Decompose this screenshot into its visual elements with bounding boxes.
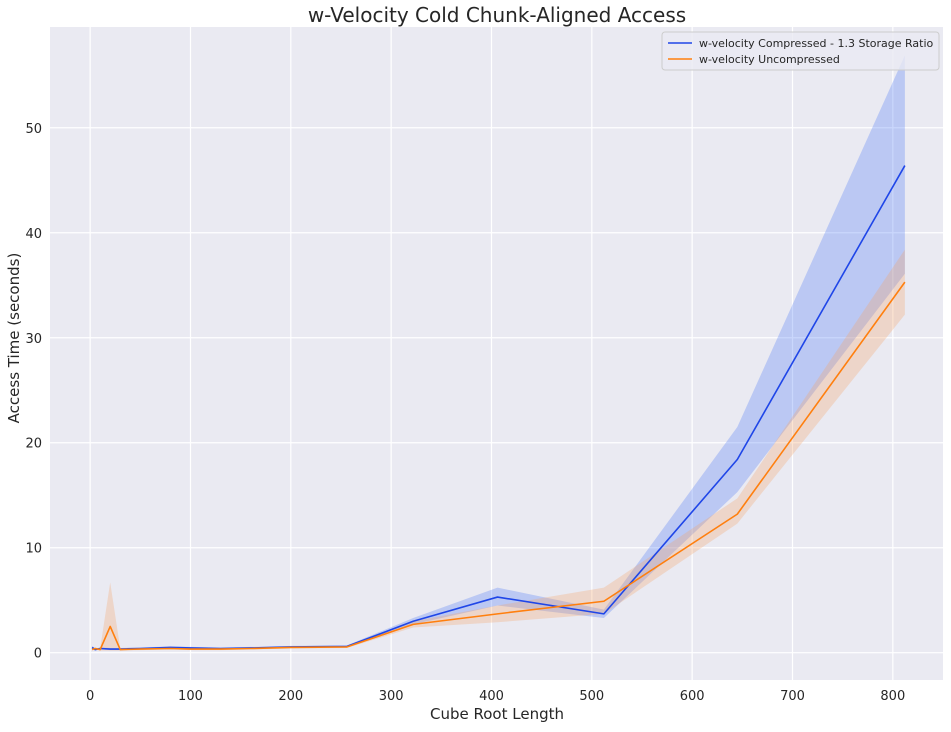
x-axis-label: Cube Root Length — [430, 705, 564, 723]
y-axis-label: Access Time (seconds) — [5, 253, 23, 424]
y-tick-label: 20 — [25, 437, 42, 452]
x-tick-label: 200 — [278, 689, 303, 704]
legend-label-uncompressed: w-velocity Uncompressed — [699, 53, 840, 66]
y-tick-label: 30 — [25, 332, 42, 347]
legend: w-velocity Compressed - 1.3 Storage Rati… — [662, 32, 939, 70]
y-tick-label: 50 — [25, 122, 42, 137]
x-tick-label: 600 — [680, 689, 705, 704]
x-tick-label: 800 — [880, 689, 905, 704]
legend-label-compressed: w-velocity Compressed - 1.3 Storage Rati… — [699, 37, 934, 50]
chart-title: w-Velocity Cold Chunk-Aligned Access — [308, 3, 686, 27]
x-tick-label: 0 — [86, 689, 94, 704]
y-tick-label: 10 — [25, 542, 42, 557]
x-tick-label: 100 — [178, 689, 203, 704]
y-tick-label: 0 — [34, 647, 42, 662]
x-tick-label: 700 — [780, 689, 805, 704]
x-tick-label: 400 — [479, 689, 504, 704]
y-tick-label: 40 — [25, 227, 42, 242]
x-tick-label: 300 — [379, 689, 404, 704]
x-tick-label: 500 — [579, 689, 604, 704]
